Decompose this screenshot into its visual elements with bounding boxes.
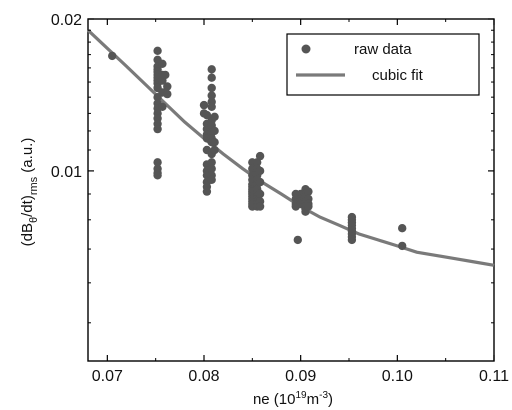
- data-point: [207, 102, 216, 112]
- data-point: [153, 171, 162, 180]
- data-point: [207, 175, 216, 184]
- x-tick-label: 0.09: [285, 368, 316, 385]
- plot-area: [87, 18, 495, 362]
- data-point: [202, 187, 212, 196]
- data-point: [304, 187, 313, 196]
- legend-label-cubic-fit: cubic fit: [372, 67, 424, 84]
- data-point: [293, 235, 302, 245]
- data-point: [161, 70, 170, 80]
- x-axis-label: ne (1019m-3): [253, 390, 333, 408]
- legend-label-raw-data: raw data: [354, 41, 412, 58]
- data-point: [210, 138, 219, 147]
- data-point: [398, 224, 407, 233]
- x-tick-label: 0.07: [92, 368, 123, 385]
- y-axis-label: (dBθ/dt)rms (a.u.): [19, 138, 40, 247]
- data-point: [255, 151, 265, 161]
- data-point: [207, 91, 216, 100]
- data-point: [163, 89, 172, 99]
- legend-box: [286, 33, 480, 96]
- data-point: [207, 73, 216, 82]
- x-tick-label: 0.08: [188, 368, 219, 385]
- data-point: [153, 158, 162, 167]
- data-point: [158, 59, 167, 68]
- data-point: [210, 145, 219, 155]
- data-point: [207, 65, 216, 74]
- x-tick-label: 0.11: [479, 368, 509, 385]
- y-tick-label: 0.02: [51, 12, 82, 29]
- data-points-layer: [108, 46, 407, 251]
- data-point: [158, 102, 167, 112]
- data-point: [255, 189, 265, 199]
- data-point: [199, 100, 209, 110]
- data-point: [207, 158, 216, 167]
- data-point: [255, 202, 265, 211]
- data-point: [108, 51, 117, 61]
- data-point: [210, 126, 219, 136]
- data-point: [255, 166, 265, 176]
- plot-frame: [87, 18, 495, 362]
- data-point: [207, 83, 216, 93]
- legend-marker-raw-data: [301, 44, 311, 54]
- y-tick-label: 0.01: [51, 164, 82, 181]
- data-point: [207, 164, 216, 173]
- data-point: [347, 235, 357, 245]
- data-point: [398, 241, 407, 251]
- x-tick-label: 0.10: [382, 368, 413, 385]
- data-point: [153, 46, 162, 55]
- data-point: [255, 177, 265, 187]
- axis-ticks-layer: 0.07 0.08 0.09 0.10 0.11 0.02 0.01: [51, 12, 509, 385]
- data-point: [153, 124, 162, 134]
- data-point: [304, 202, 313, 211]
- legend: raw data cubic fit: [286, 33, 480, 96]
- data-point: [163, 82, 172, 91]
- data-point: [210, 112, 219, 122]
